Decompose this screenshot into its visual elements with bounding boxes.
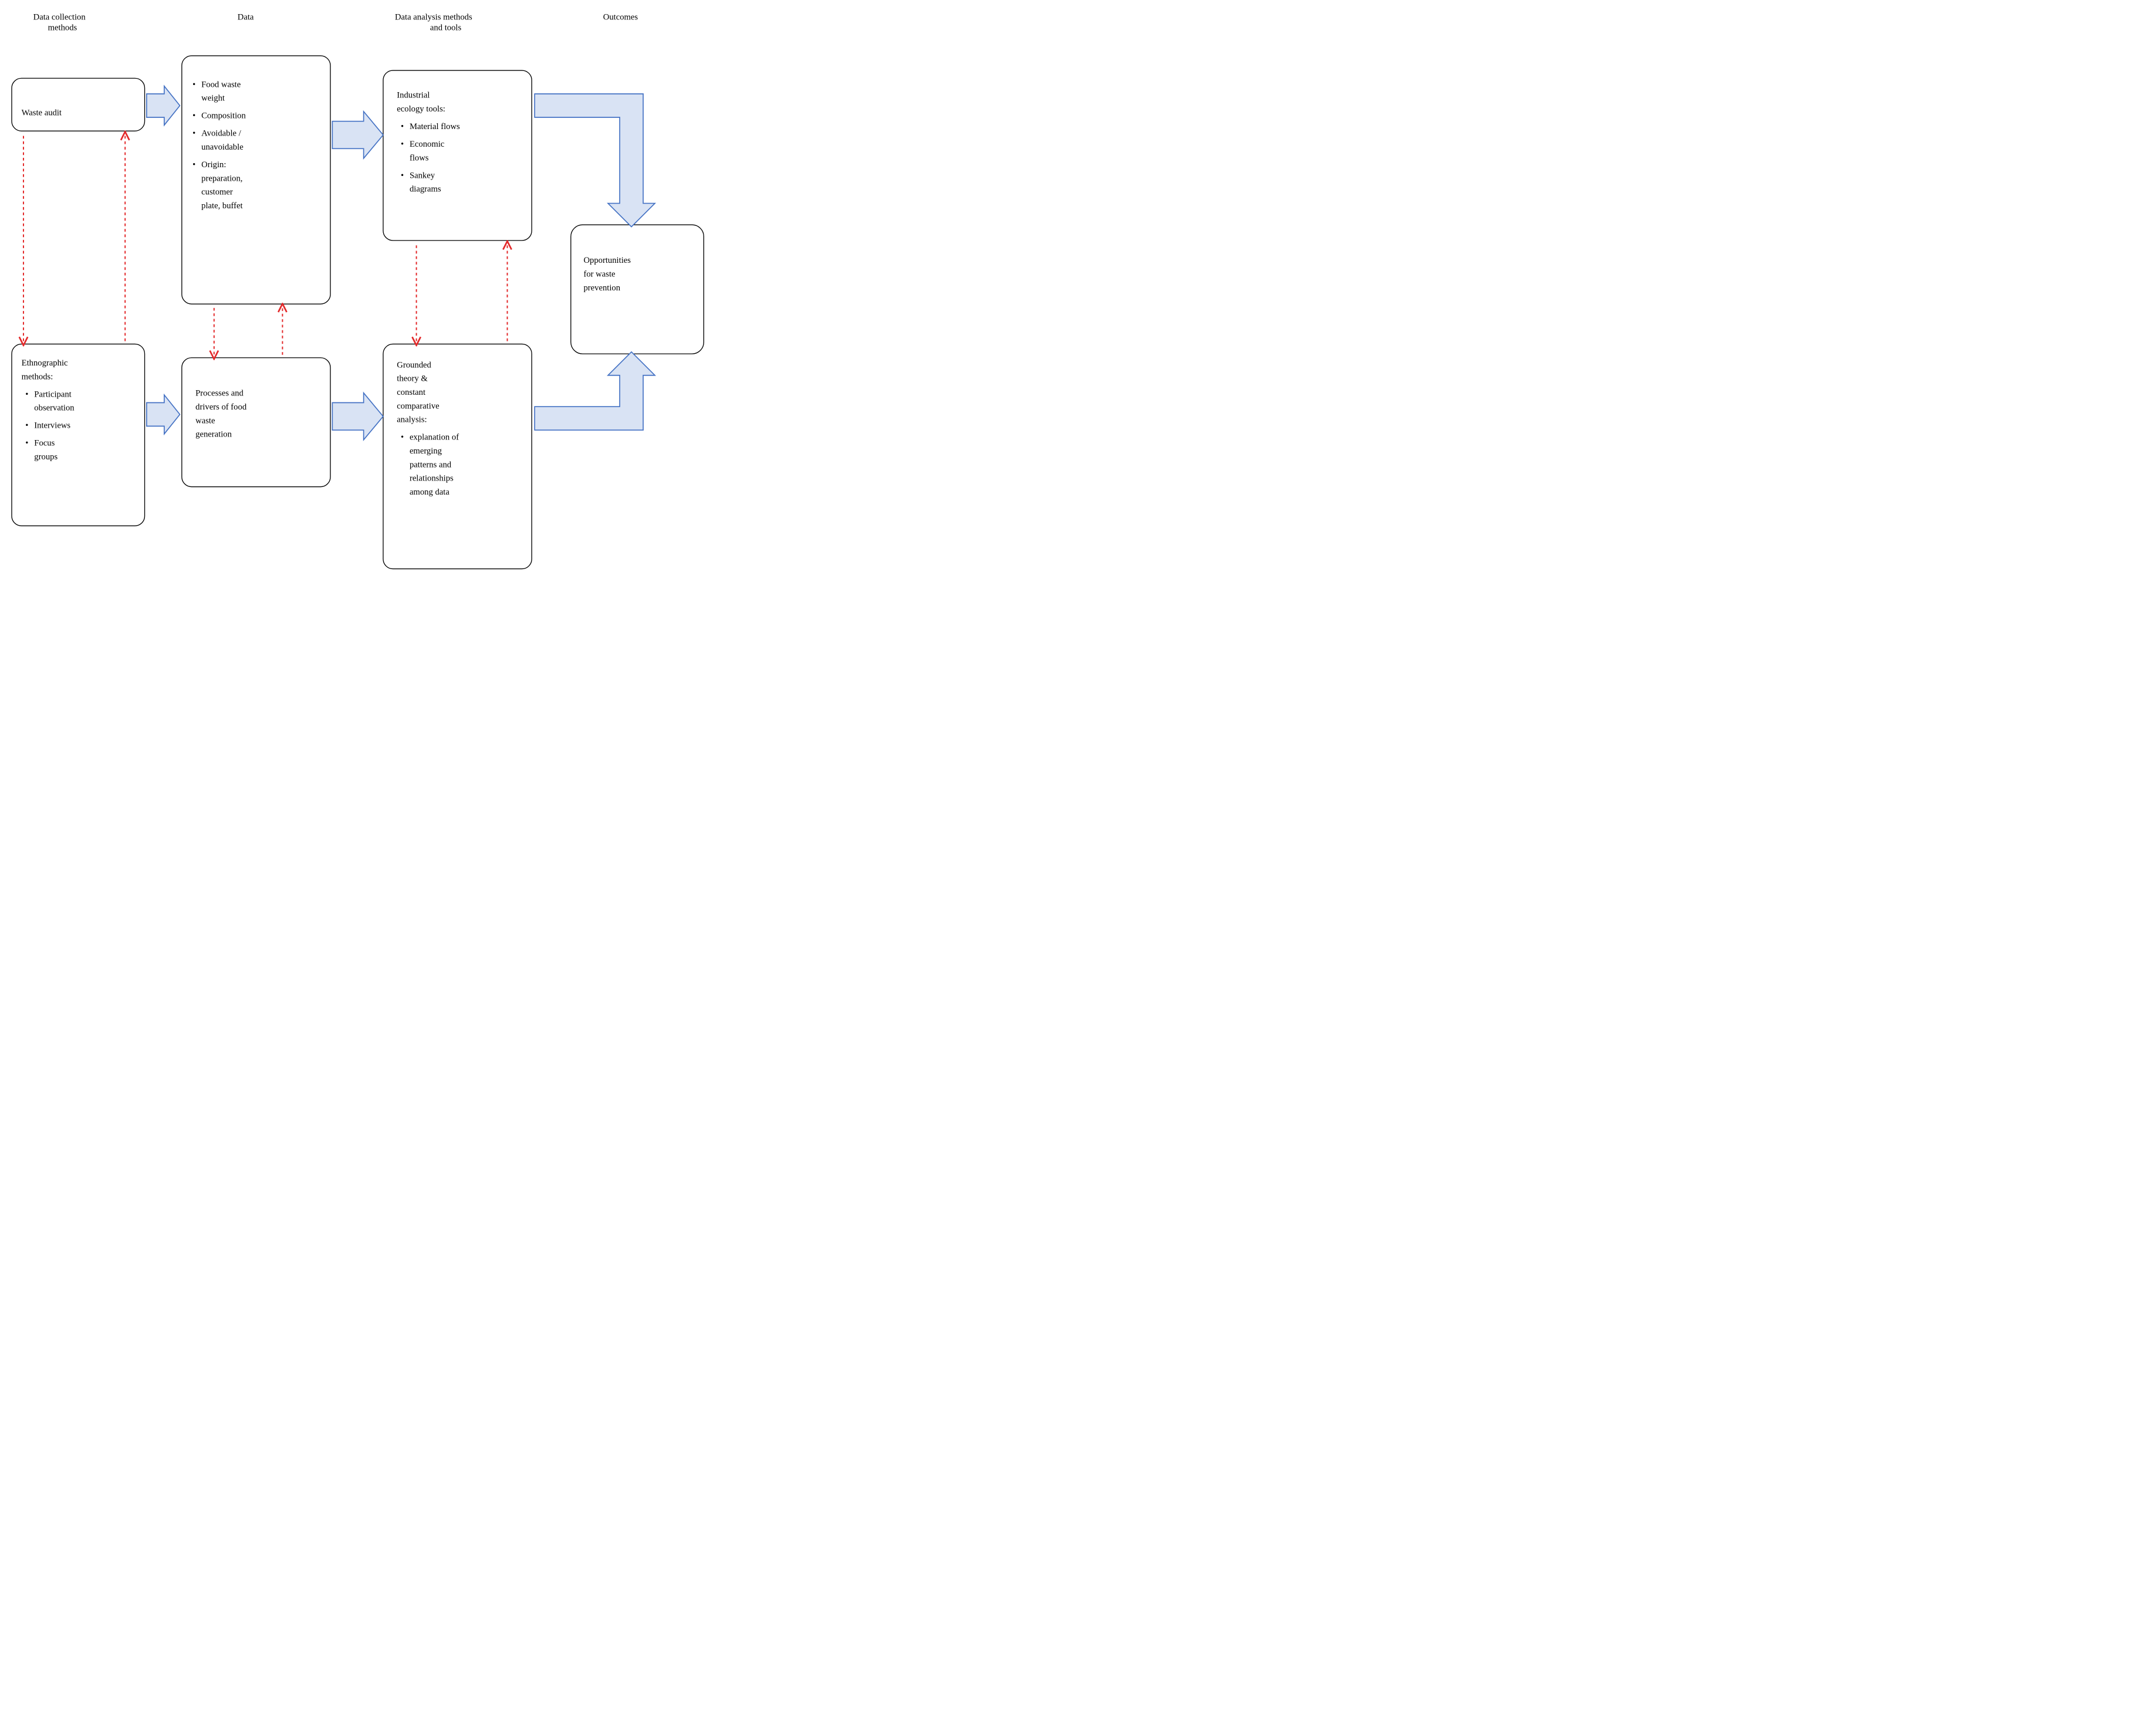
- header-col3: Data analysis methods and tools: [395, 12, 474, 32]
- box-waste-audit: [12, 78, 145, 131]
- arrow-bent-top: [535, 94, 655, 227]
- arrow-r4: [332, 393, 383, 440]
- header-col4: Outcomes: [603, 12, 638, 22]
- arrow-r1: [147, 86, 180, 126]
- arrow-r2: [332, 111, 383, 158]
- box-ethnographic: [12, 344, 145, 526]
- header-col2: Data: [238, 12, 254, 22]
- arrow-r3: [147, 395, 180, 434]
- arrow-bent-bottom: [535, 352, 655, 430]
- header-col1: Data collection methods: [33, 12, 88, 32]
- label-waste-audit: Waste audit: [22, 109, 62, 118]
